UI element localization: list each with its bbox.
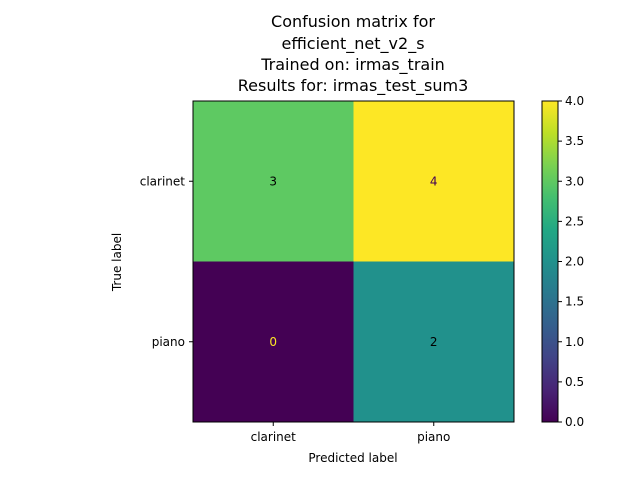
cell-value-label: 4 bbox=[430, 174, 438, 188]
colorbar-tick-label: 3.5 bbox=[565, 134, 584, 148]
colorbar-tick-label: 3.0 bbox=[565, 174, 584, 188]
x-axis-ticks: clarinet piano bbox=[251, 422, 451, 444]
cell-value-label: 3 bbox=[269, 174, 277, 188]
cell-value-label: 2 bbox=[430, 335, 438, 349]
colorbar-tick-label: 4.0 bbox=[565, 94, 584, 108]
cell-value-label: 0 bbox=[269, 335, 277, 349]
colorbar-tick-label: 1.0 bbox=[565, 335, 584, 349]
x-axis-label: Predicted label bbox=[308, 451, 397, 465]
y-tick-label: piano bbox=[152, 335, 185, 349]
y-axis-label: True label bbox=[110, 233, 124, 292]
y-axis-ticks: clarinet piano bbox=[140, 174, 193, 349]
x-tick-label: clarinet bbox=[251, 430, 297, 444]
colorbar bbox=[542, 101, 558, 422]
colorbar-tick-label: 2.5 bbox=[565, 214, 584, 228]
colorbar-tick-label: 0.0 bbox=[565, 415, 584, 429]
colorbar-tick-label: 1.5 bbox=[565, 295, 584, 309]
y-tick-label: clarinet bbox=[140, 174, 186, 188]
colorbar-tick-label: 2.0 bbox=[565, 255, 584, 269]
x-tick-label: piano bbox=[417, 430, 450, 444]
matrix-cells bbox=[193, 101, 515, 423]
colorbar-ticks: 0.0 0.5 1.0 1.5 2.0 2.5 3.0 3.5 4.0 bbox=[558, 94, 584, 429]
colorbar-tick-label: 0.5 bbox=[565, 375, 584, 389]
